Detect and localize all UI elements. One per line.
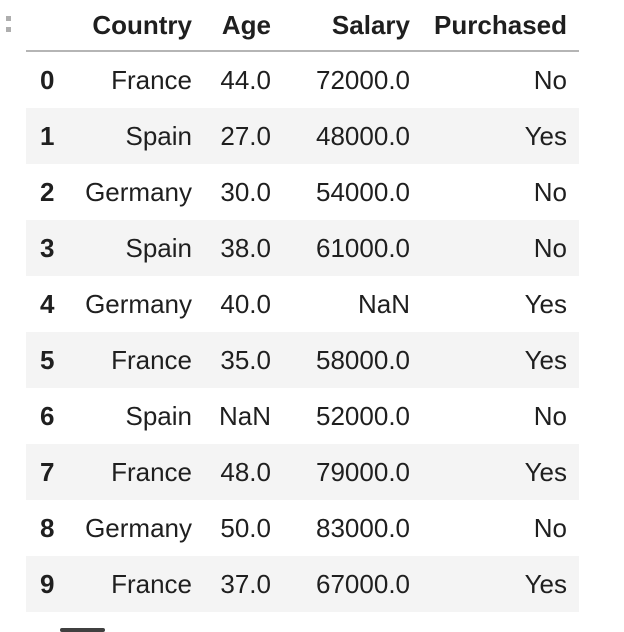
cell-purchased: Yes	[524, 568, 567, 599]
cell-purchased: No	[533, 64, 567, 95]
row-index: 7	[40, 456, 55, 487]
horizontal-scrollbar-thumb[interactable]	[60, 628, 105, 632]
row-index: 2	[40, 176, 55, 207]
row-index: 3	[40, 232, 55, 263]
cell-salary: 48000.0	[316, 120, 410, 151]
cell-salary: 54000.0	[316, 176, 410, 207]
cell-country: Germany	[85, 176, 192, 207]
cell-purchased: Yes	[524, 456, 567, 487]
cell-country: France	[111, 344, 192, 375]
column-header-age: Age	[204, 0, 283, 52]
header-row: Country Age Salary Purchased	[26, 0, 579, 52]
table-body: 0 France 44.0 72000.0 No 1 Spain 27.0 48000.0 Yes…	[26, 51, 579, 612]
row-index: 9	[40, 568, 55, 599]
row-index: 6	[40, 400, 55, 431]
table-row: 0 France 44.0 72000.0 No	[26, 51, 579, 108]
cell-country: Germany	[85, 512, 192, 543]
dataframe-table: Country Age Salary Purchased 0 France 44.0…	[26, 0, 579, 612]
cell-salary: 61000.0	[316, 232, 410, 263]
row-index: 5	[40, 344, 55, 375]
cell-country: France	[111, 64, 192, 95]
table-row: 9 France 37.0 67000.0 Yes	[26, 556, 579, 612]
index-column-header	[26, 0, 76, 52]
cell-age: 37.0	[220, 568, 271, 599]
table-row: 1 Spain 27.0 48000.0 Yes	[26, 108, 579, 164]
cell-purchased: Yes	[524, 288, 567, 319]
cell-salary: 67000.0	[316, 568, 410, 599]
table-row: 8 Germany 50.0 83000.0 No	[26, 500, 579, 556]
cell-age: 48.0	[220, 456, 271, 487]
cell-salary: 52000.0	[316, 400, 410, 431]
cell-age: 40.0	[220, 288, 271, 319]
row-index: 1	[40, 120, 55, 151]
cell-country: Spain	[125, 120, 193, 151]
cell-purchased: No	[533, 400, 567, 431]
table-row: 6 Spain NaN 52000.0 No	[26, 388, 579, 444]
cell-age: 44.0	[220, 64, 271, 95]
table-row: 7 France 48.0 79000.0 Yes	[26, 444, 579, 500]
drag-handle-dot-icon	[6, 27, 11, 32]
column-header-purchased: Purchased	[422, 0, 579, 52]
cell-purchased: No	[533, 512, 567, 543]
cell-age: 27.0	[220, 120, 271, 151]
row-index: 0	[40, 64, 55, 95]
column-header-country: Country	[76, 0, 204, 52]
cell-age: 38.0	[220, 232, 271, 263]
table-row: 5 France 35.0 58000.0 Yes	[26, 332, 579, 388]
cell-country: Spain	[125, 400, 193, 431]
cell-age: 35.0	[220, 344, 271, 375]
row-index: 4	[40, 288, 55, 319]
row-index: 8	[40, 512, 55, 543]
drag-handle-dot-icon	[6, 16, 11, 21]
cell-age: NaN	[218, 400, 271, 431]
cell-age: 30.0	[220, 176, 271, 207]
cell-purchased: No	[533, 176, 567, 207]
cell-salary: 83000.0	[316, 512, 410, 543]
cell-country: France	[111, 456, 192, 487]
drag-handle-icon[interactable]	[6, 16, 11, 32]
table-row: 3 Spain 38.0 61000.0 No	[26, 220, 579, 276]
cell-purchased: No	[533, 232, 567, 263]
cell-age: 50.0	[220, 512, 271, 543]
table-row: 4 Germany 40.0 NaN Yes	[26, 276, 579, 332]
column-header-salary: Salary	[283, 0, 422, 52]
cell-purchased: Yes	[524, 120, 567, 151]
cell-salary: NaN	[357, 288, 410, 319]
cell-salary: 58000.0	[316, 344, 410, 375]
cell-country: France	[111, 568, 192, 599]
table-row: 2 Germany 30.0 54000.0 No	[26, 164, 579, 220]
cell-salary: 72000.0	[316, 64, 410, 95]
cell-salary: 79000.0	[316, 456, 410, 487]
cell-country: Spain	[125, 232, 193, 263]
cell-country: Germany	[85, 288, 192, 319]
cell-purchased: Yes	[524, 344, 567, 375]
